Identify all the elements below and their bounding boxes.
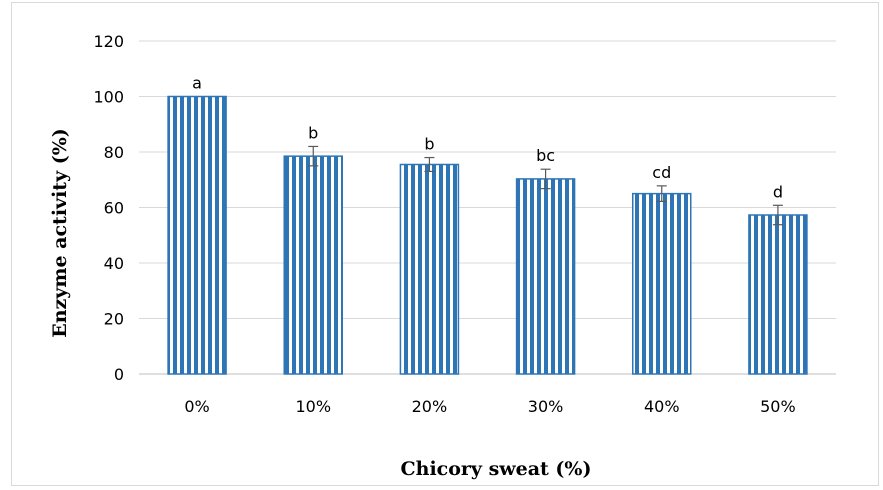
- y-tick-label: 20: [104, 310, 124, 329]
- bar: [515, 178, 576, 375]
- y-tick-label: 60: [104, 199, 124, 218]
- gridlines: [139, 40, 836, 375]
- x-tick-label: 30%: [528, 397, 564, 416]
- y-tick-label: 40: [104, 254, 124, 273]
- x-tick-label: 20%: [412, 397, 448, 416]
- significance-letter: b: [424, 135, 434, 154]
- significance-letter: b: [308, 123, 318, 142]
- error-bar: [772, 204, 783, 226]
- bars: [167, 95, 808, 375]
- significance-labels: a b b bc cd d: [192, 74, 783, 202]
- y-tick-labels: 0 20 40 60 80 100 120: [93, 32, 124, 384]
- x-tick-labels: 0% 10% 20% 30% 40% 50%: [184, 397, 795, 416]
- x-tick-label: 40%: [644, 397, 680, 416]
- y-tick-label: 120: [93, 32, 124, 51]
- bar: [748, 214, 808, 375]
- y-tick-label: 0: [114, 365, 124, 384]
- bar: [283, 155, 343, 375]
- significance-letter: bc: [536, 146, 555, 165]
- significance-letter: cd: [652, 163, 671, 182]
- significance-letter: d: [773, 182, 783, 201]
- error-bar: [308, 145, 319, 167]
- bar-chart: 0 20 40 60 80 100 120 a b b bc cd d 0% 10% 20% 30% 40% 5…: [49, 32, 836, 480]
- y-tick-label: 80: [104, 143, 124, 162]
- chart-frame: 0 20 40 60 80 100 120 a b b bc cd d 0% 10% 20% 30% 40% 5…: [11, 2, 879, 486]
- error-bar: [424, 156, 435, 173]
- y-tick-label: 100: [93, 88, 124, 107]
- significance-letter: a: [192, 74, 202, 93]
- x-tick-label: 50%: [760, 397, 796, 416]
- error-bar: [656, 185, 667, 202]
- x-axis-title: Chicory sweat (%): [401, 458, 592, 480]
- y-axis-title: Enzyme activity (%): [49, 128, 71, 338]
- bar: [399, 163, 460, 375]
- bar: [632, 192, 692, 375]
- error-bars: [308, 145, 783, 226]
- bar: [167, 95, 227, 375]
- x-tick-label: 0%: [184, 397, 209, 416]
- x-tick-label: 10%: [295, 397, 331, 416]
- error-bar: [540, 168, 551, 190]
